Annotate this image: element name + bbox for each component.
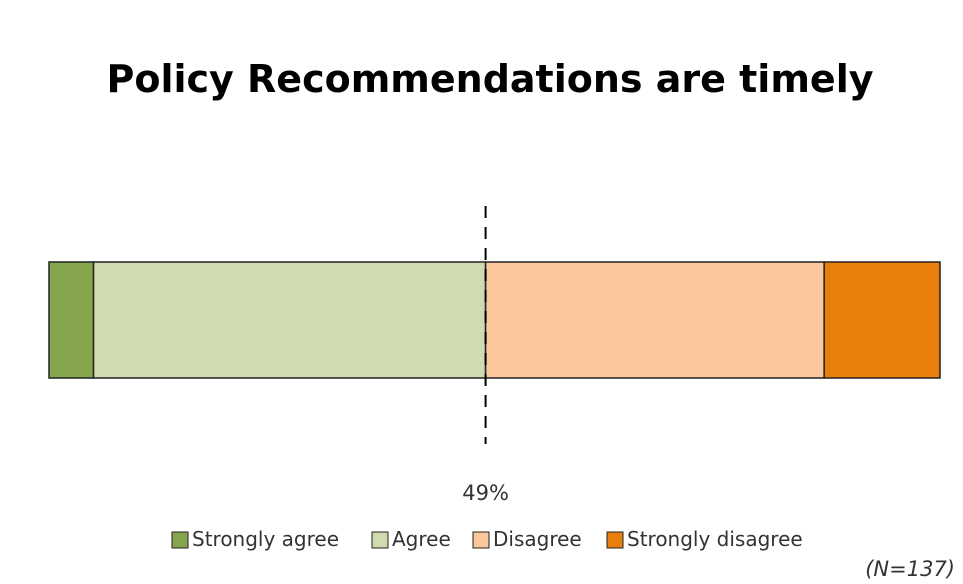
chart-title: Policy Recommendations are timely [107, 57, 874, 101]
legend-swatch-strongly-agree [171, 531, 189, 549]
legend: Strongly agree Agree Disagree Strongly disa… [171, 527, 803, 551]
legend-label-strongly-disagree: Strongly disagree [627, 527, 803, 551]
legend-label-disagree: Disagree [493, 527, 582, 551]
legend-swatch-disagree [472, 531, 490, 549]
sample-size-note: (N=137) [865, 557, 955, 581]
bar-segment-strongly-disagree [823, 261, 941, 379]
legend-swatch-agree [371, 531, 389, 549]
bar-segment-disagree [484, 261, 825, 379]
legend-swatch-strongly-disagree [606, 531, 624, 549]
midpoint-label: 49% [462, 481, 509, 505]
bar-segment-agree [92, 261, 487, 379]
bar-segment-strongly-agree [48, 261, 95, 379]
bar-group [48, 261, 941, 379]
legend-label-strongly-agree: Strongly agree [192, 527, 339, 551]
legend-label-agree: Agree [392, 527, 451, 551]
